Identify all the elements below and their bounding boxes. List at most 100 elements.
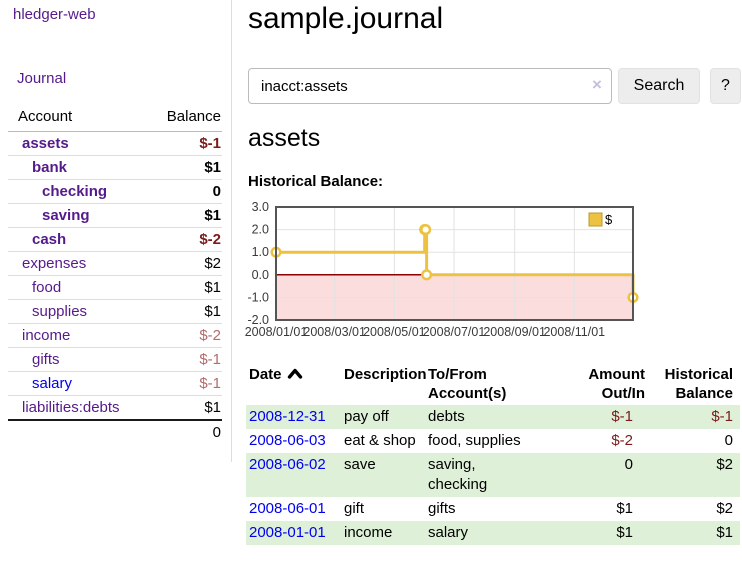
svg-text:2008/05/01: 2008/05/01: [363, 325, 426, 339]
transaction-balance: $2: [716, 456, 733, 473]
svg-text:0.0: 0.0: [252, 268, 269, 282]
transaction-description: pay off: [344, 408, 389, 425]
transaction-accounts: saving, checking: [428, 456, 488, 493]
account-balance: $1: [204, 207, 221, 224]
account-link[interactable]: supplies: [32, 303, 88, 320]
account-link[interactable]: food: [32, 279, 62, 296]
transaction-description: save: [344, 456, 376, 473]
chart-canvas: 3.0 2.0 1.0 0.0 -1.0 -2.02008/01/012008/03/01…: [245, 200, 639, 339]
account-row: assets $-1: [8, 132, 222, 156]
sort-ascending-icon: [287, 366, 303, 385]
page-title: sample.journal: [248, 2, 444, 35]
account-row: salary $-1: [8, 372, 222, 396]
transaction-row: 2008-06-03 eat & shop food, supplies $-2 0: [246, 429, 740, 453]
transaction-amount: 0: [624, 456, 633, 473]
register-header-balance: Historical Balance: [664, 366, 733, 402]
account-link[interactable]: assets: [22, 135, 69, 152]
transaction-date-link[interactable]: 2008-12-31: [249, 408, 326, 425]
legend-label: $: [605, 212, 613, 227]
transaction-description: eat & shop: [344, 432, 416, 449]
transaction-row: 2008-06-02 save saving, checking 0 $2: [246, 453, 740, 497]
transaction-balance: 0: [724, 432, 733, 449]
transaction-description: income: [344, 524, 393, 541]
account-balance: $1: [204, 399, 221, 416]
transaction-description: gift: [344, 500, 365, 517]
register-header-date[interactable]: Date: [246, 363, 344, 405]
account-row: income $-2: [8, 324, 222, 348]
search-button[interactable]: Search: [618, 68, 700, 104]
account-link[interactable]: bank: [32, 159, 68, 176]
svg-text:-2.0: -2.0: [247, 313, 269, 327]
account-balance: $2: [204, 255, 221, 272]
account-balance: $1: [204, 279, 221, 296]
account-link[interactable]: saving: [42, 207, 90, 224]
transaction-date-link[interactable]: 2008-06-03: [249, 432, 326, 449]
account-link[interactable]: salary: [32, 375, 73, 392]
account-row: saving $1: [8, 204, 222, 228]
transaction-row: 2008-12-31 pay off debts $-1 $-1: [246, 405, 740, 429]
transaction-balance: $2: [716, 500, 733, 517]
dollar-legend-swatch: [588, 212, 603, 227]
account-row: liabilities:debts $1: [8, 396, 222, 420]
historical-balance-chart: 3.0 2.0 1.0 0.0 -1.0 -2.0 2008/01/01 2008/03/01…: [240, 200, 690, 350]
help-button[interactable]: ?: [710, 68, 741, 104]
accounts-table-body: assets $-1 bank $1 checking 0 saving $1 cash $-2 e…: [8, 132, 222, 420]
account-row: bank $1: [8, 156, 222, 180]
transaction-amount: $1: [616, 500, 633, 517]
svg-text:-1.0: -1.0: [247, 290, 269, 304]
register-header-tofrom: To/From Account(s): [428, 366, 507, 402]
account-link[interactable]: liabilities:debts: [22, 399, 120, 416]
transaction-row: 2008-01-01 income salary $1 $1: [246, 521, 740, 545]
account-balance: $-1: [199, 351, 221, 368]
transaction-accounts: gifts: [428, 500, 456, 517]
accounts-total-value: 0: [212, 424, 221, 441]
chart-title: Historical Balance:: [248, 173, 384, 190]
transaction-balance: $1: [716, 524, 733, 541]
svg-text:2008/09/01: 2008/09/01: [483, 325, 546, 339]
transaction-row: 2008-06-01 gift gifts $1 $2: [246, 497, 740, 521]
svg-text:2008/11/01: 2008/11/01: [543, 325, 605, 339]
svg-text:2008/01/01: 2008/01/01: [245, 325, 308, 339]
transaction-amount: $-2: [611, 432, 633, 449]
account-row: supplies $1: [8, 300, 222, 324]
svg-text:2008/07/01: 2008/07/01: [423, 325, 486, 339]
accounts-header-account: Account: [8, 104, 144, 132]
svg-text:1.0: 1.0: [252, 245, 269, 259]
account-link[interactable]: expenses: [22, 255, 87, 272]
sidebar-item-journal[interactable]: Journal: [17, 70, 67, 87]
account-row: cash $-2: [8, 228, 222, 252]
account-link[interactable]: gifts: [32, 351, 60, 368]
register-table: Date Description To/From Account(s) Amou…: [246, 363, 740, 545]
transaction-accounts: salary: [428, 524, 469, 541]
accounts-total-row: 0: [8, 420, 222, 444]
accounts-header-balance: Balance: [143, 104, 222, 132]
svg-text:2.0: 2.0: [252, 223, 269, 237]
sidebar: hledger-web Journal Account Balance asse…: [0, 0, 232, 462]
transaction-date-link[interactable]: 2008-06-02: [249, 456, 326, 473]
app-title-link[interactable]: hledger-web: [13, 6, 96, 23]
transaction-accounts: debts: [428, 408, 465, 425]
transaction-amount: $1: [616, 524, 633, 541]
transaction-balance: $-1: [711, 408, 733, 425]
account-row: checking 0: [8, 180, 222, 204]
register-table-body: 2008-12-31 pay off debts $-1 $-1 2008-06-03 ea…: [246, 405, 740, 545]
account-balance: $-2: [199, 327, 221, 344]
register-header-amount: Amount Out/In: [588, 366, 645, 402]
transaction-accounts: food, supplies: [428, 432, 521, 449]
account-row: expenses $2: [8, 252, 222, 276]
search-input[interactable]: [248, 68, 612, 104]
transaction-date-link[interactable]: 2008-01-01: [249, 524, 326, 541]
account-link[interactable]: cash: [32, 231, 67, 248]
account-balance: 0: [212, 183, 221, 200]
transaction-date-link[interactable]: 2008-06-01: [249, 500, 326, 517]
register-header-description: Description: [344, 366, 427, 383]
account-balance: $-2: [199, 231, 221, 248]
account-link[interactable]: income: [22, 327, 71, 344]
account-balance: $1: [204, 159, 221, 176]
transaction-amount: $-1: [611, 408, 633, 425]
clear-search-icon[interactable]: ×: [592, 75, 602, 94]
account-row: gifts $-1: [8, 348, 222, 372]
svg-text:2008/03/01: 2008/03/01: [303, 325, 366, 339]
account-balance: $1: [204, 303, 221, 320]
account-link[interactable]: checking: [42, 183, 108, 200]
